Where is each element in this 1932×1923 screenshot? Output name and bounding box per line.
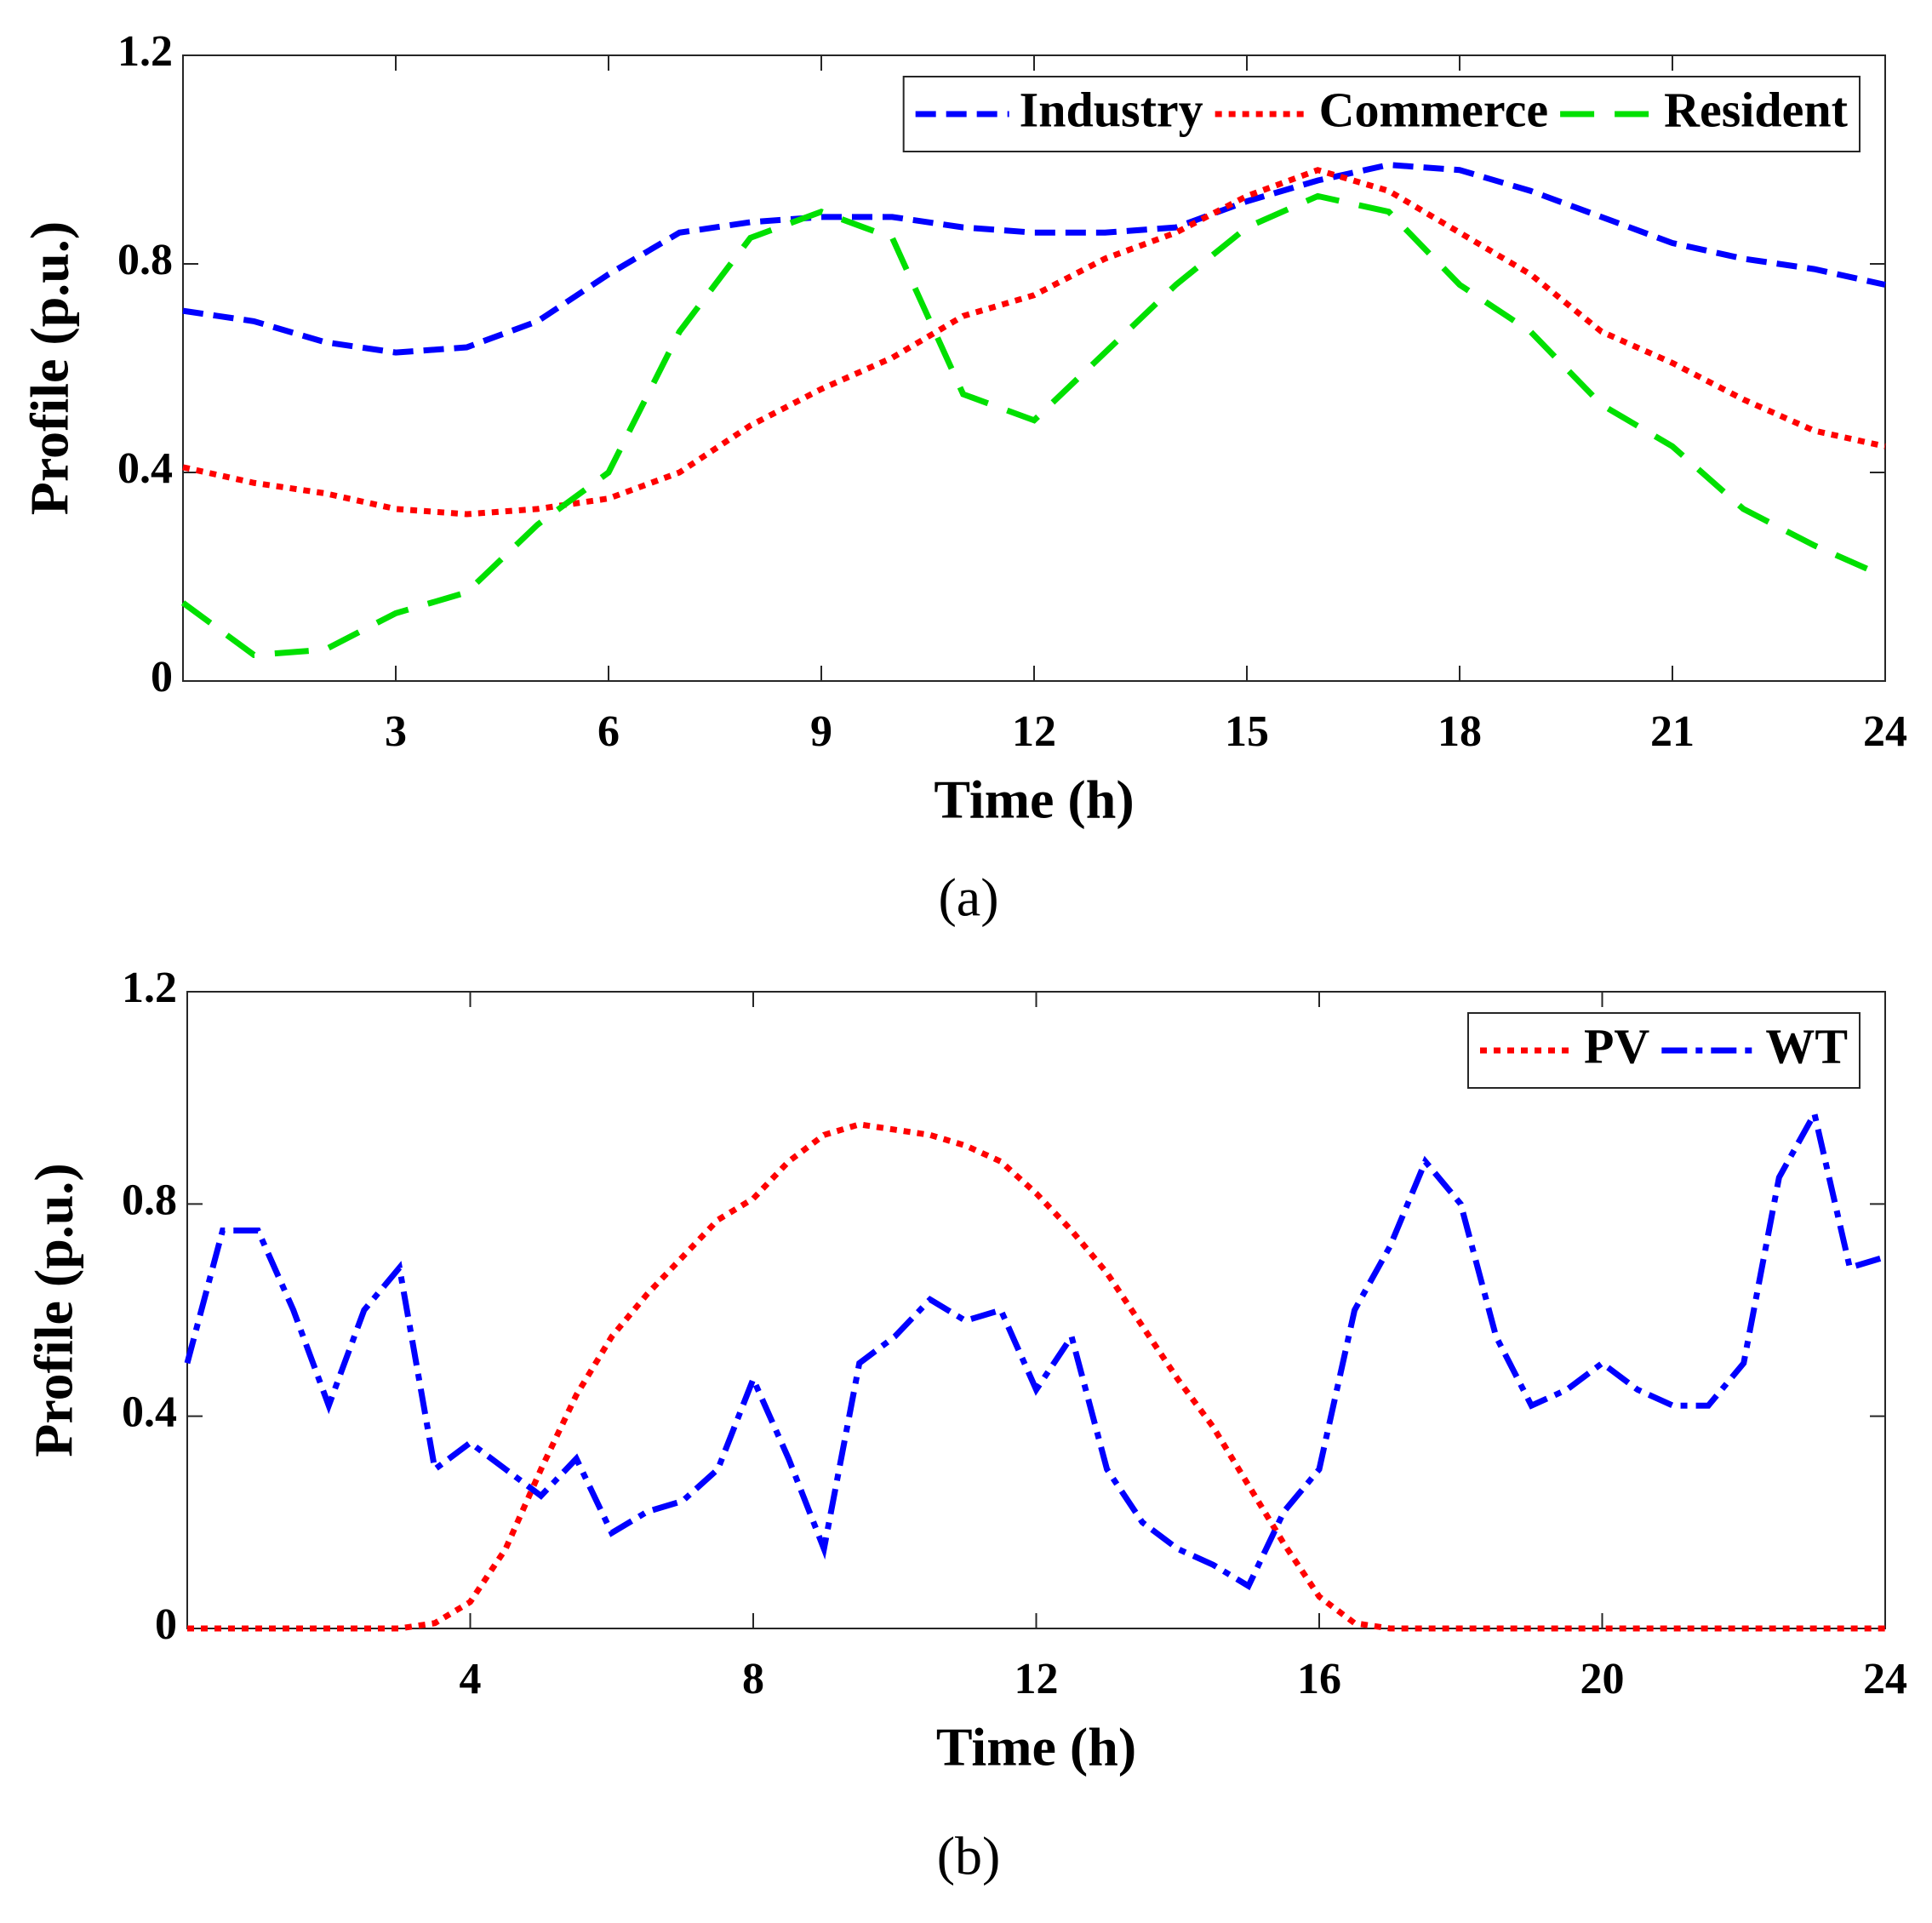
- x-tick-label: 15: [1225, 707, 1269, 756]
- x-tick-label: 12: [1015, 1655, 1059, 1703]
- x-tick-label: 8: [742, 1655, 764, 1703]
- y-tick-label: 1.2: [122, 964, 177, 1012]
- caption: (a): [938, 867, 998, 928]
- y-tick-label: 0: [151, 653, 173, 701]
- y-tick-label: 0.4: [117, 444, 173, 493]
- legend-label: Resident: [1664, 82, 1849, 137]
- y-axis-label: Profile (p.u.): [24, 1163, 84, 1457]
- x-axis-label: Time (h): [936, 1717, 1136, 1777]
- x-tick-label: 24: [1863, 707, 1907, 756]
- x-tick-label: 21: [1650, 707, 1695, 756]
- x-tick-label: 12: [1012, 707, 1056, 756]
- series-line: [187, 1121, 1885, 1632]
- series-line: [184, 1105, 1887, 1591]
- caption: (b): [937, 1826, 1001, 1886]
- y-tick-label: 0: [155, 1600, 177, 1649]
- legend-label: Industry: [1020, 82, 1203, 137]
- x-tick-label: 9: [810, 707, 832, 756]
- legend-box: [902, 76, 1861, 152]
- x-tick-label: 4: [460, 1655, 482, 1703]
- x-tick-label: 3: [385, 707, 407, 756]
- y-tick-label: 0.8: [122, 1176, 177, 1224]
- x-tick-label: 6: [597, 707, 620, 756]
- y-tick-label: 1.2: [117, 27, 173, 76]
- series-line: [182, 162, 1886, 356]
- x-tick-label: 24: [1863, 1655, 1907, 1703]
- legend-label: PV: [1584, 1018, 1649, 1073]
- y-tick-label: 0.8: [117, 236, 173, 284]
- x-tick-label: 20: [1580, 1655, 1625, 1703]
- series-line: [180, 192, 1887, 658]
- y-tick-label: 0.4: [122, 1388, 177, 1437]
- legend-label: WT: [1765, 1018, 1848, 1073]
- y-axis-label: Profile (p.u.): [20, 221, 80, 515]
- x-tick-label: 16: [1297, 1655, 1341, 1703]
- x-axis-label: Time (h): [934, 770, 1134, 830]
- series-line: [182, 167, 1886, 518]
- legend-label: Commerce: [1319, 82, 1548, 137]
- x-tick-label: 18: [1438, 707, 1482, 756]
